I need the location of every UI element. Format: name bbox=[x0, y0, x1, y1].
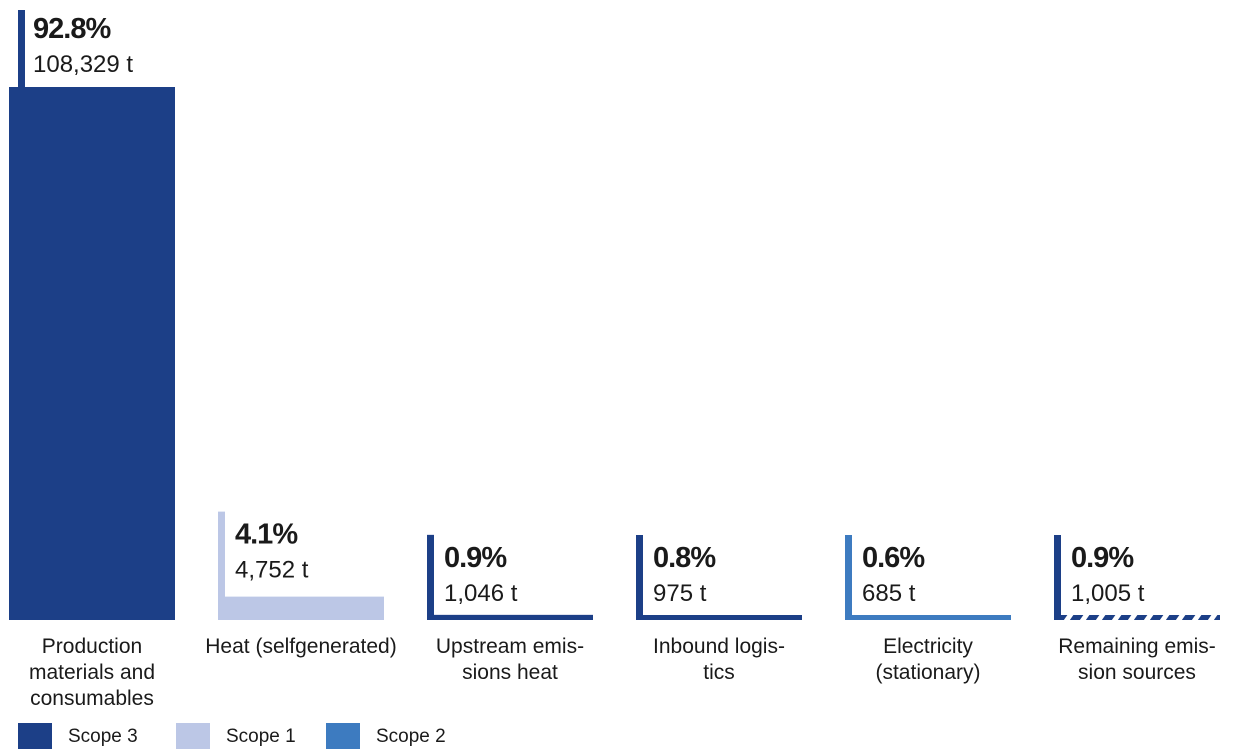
bar-3 bbox=[636, 615, 802, 620]
bar-2 bbox=[427, 614, 593, 620]
percent-label-5: 0.9% bbox=[1071, 542, 1134, 574]
bar-accent-line-2 bbox=[427, 534, 434, 620]
percent-label-3: 0.8% bbox=[653, 542, 716, 574]
legend-swatch-scope-2 bbox=[326, 723, 360, 749]
bar-accent-line-4 bbox=[845, 535, 852, 620]
percent-label-0: 92.8% bbox=[33, 13, 111, 45]
bar-0 bbox=[9, 87, 175, 620]
category-label-1: Heat (selfgenerated) bbox=[205, 635, 397, 658]
category-label-3: Inbound logis- tics bbox=[653, 635, 785, 684]
bar-4 bbox=[845, 615, 1011, 620]
legend-swatch-scope-3 bbox=[18, 723, 52, 749]
bar-accent-line-3 bbox=[636, 535, 643, 620]
legend-label: Scope 2 bbox=[376, 726, 446, 747]
category-label-5: Remaining emis- sion sources bbox=[1058, 635, 1216, 684]
bar-accent-line-1 bbox=[218, 511, 225, 620]
percent-label-2: 0.9% bbox=[444, 542, 507, 574]
legend-label: Scope 3 bbox=[68, 726, 138, 747]
legend-swatch-scope-1 bbox=[176, 723, 210, 749]
value-label-4: 685 t bbox=[862, 580, 916, 607]
legend-label: Scope 1 bbox=[226, 726, 296, 747]
bar-1 bbox=[218, 596, 384, 620]
bar-accent-line-0 bbox=[18, 10, 25, 87]
value-label-2: 1,046 t bbox=[444, 580, 518, 607]
category-label-2: Upstream emis- sions heat bbox=[435, 635, 585, 684]
percent-label-1: 4.1% bbox=[235, 519, 298, 551]
bar-accent-line-5 bbox=[1054, 535, 1061, 620]
category-label-4: Electricity (stationary) bbox=[875, 635, 981, 684]
value-label-1: 4,752 t bbox=[235, 557, 309, 584]
value-label-3: 975 t bbox=[653, 580, 707, 607]
value-label-0: 108,329 t bbox=[33, 51, 133, 78]
bar-5 bbox=[1054, 615, 1220, 620]
value-label-5: 1,005 t bbox=[1071, 580, 1145, 607]
category-label-0: Production materials and consumables bbox=[28, 635, 156, 710]
percent-label-4: 0.6% bbox=[862, 542, 925, 574]
